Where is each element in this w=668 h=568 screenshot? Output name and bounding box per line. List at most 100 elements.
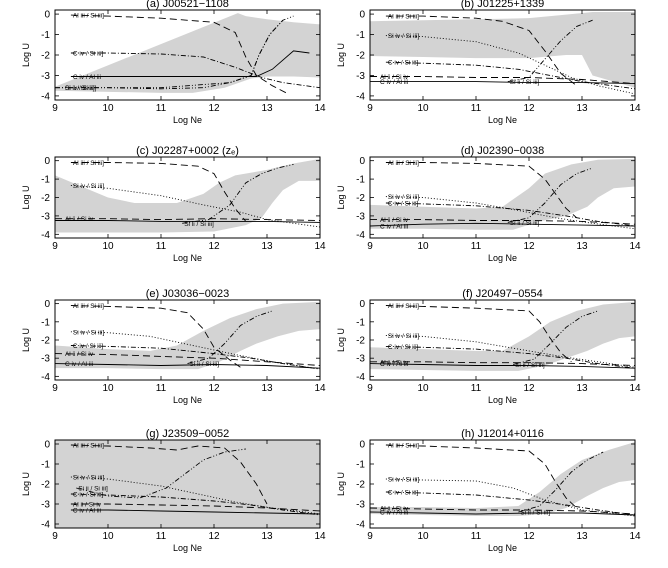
y-tick-label: 0: [359, 299, 365, 310]
x-tick-label: 10: [102, 383, 114, 394]
y-tick-label: -3: [41, 354, 50, 365]
curve-label: C iv / Si iii]: [73, 343, 104, 350]
panel-c: Al iii / Si iii] Si iv / Si iii] Si ii / S…: [21, 145, 326, 263]
y-tick-label: -2: [41, 193, 50, 204]
curve-label: Si ii / Si iii]: [190, 361, 220, 368]
curve-4: [76, 448, 246, 499]
y-axis-label: Log U: [336, 472, 346, 496]
curve-5: [370, 219, 635, 225]
curve-label: Al iii / Si iii]: [73, 13, 104, 20]
y-tick-label: 0: [44, 156, 50, 167]
curve-3: [370, 222, 635, 227]
x-axis-label: Log Ne: [173, 543, 202, 553]
curve-0: [70, 305, 241, 368]
curve-label: Si ii / Si iii]: [184, 221, 214, 228]
curve-0: [70, 444, 268, 505]
curve-label: Al iii / Si iii]: [388, 303, 419, 310]
curve-5: [370, 76, 635, 85]
x-axis-label: Log Ne: [488, 543, 517, 553]
panel-f: Al iii / Si iii] Si iv / Si iii] C iv / Si…: [336, 288, 641, 405]
curve-label: Si ii / Si iii]: [515, 362, 545, 369]
y-axis-label: Log U: [21, 43, 31, 67]
allowed-region: [55, 13, 320, 93]
x-tick-label: 9: [52, 241, 58, 252]
x-tick-label: 12: [523, 531, 535, 542]
curve-label: Si ii / Si iii]: [520, 510, 550, 517]
panel-title: (b) J01225+1339: [461, 0, 544, 10]
curve-0: [70, 14, 289, 95]
curve-0: [70, 162, 247, 222]
y-tick-label: -1: [356, 30, 365, 41]
x-axis-label: Log Ne: [173, 253, 202, 263]
x-tick-label: 12: [523, 103, 535, 114]
curve-0: [385, 444, 578, 509]
x-tick-label: 10: [417, 383, 429, 394]
y-tick-label: -1: [356, 460, 365, 471]
allowed-region: [55, 301, 320, 370]
curve-5: [370, 361, 635, 366]
allowed-region: [370, 442, 635, 516]
curve-label: Al ii / Si iv: [380, 506, 409, 513]
curve-label: C iv / Al iii: [380, 224, 408, 231]
y-tick-label: -1: [356, 175, 365, 186]
curve-5: [370, 507, 635, 515]
x-tick-label: 13: [576, 383, 588, 394]
y-tick-label: -1: [41, 30, 50, 41]
curve-4: [512, 310, 599, 365]
y-tick-label: -2: [356, 51, 365, 62]
allowed-region: [55, 158, 320, 233]
curve-label: C iv / Al iii: [380, 361, 408, 368]
y-axis-label: Log U: [336, 43, 346, 67]
panel-title: (a) J00521−1108: [146, 0, 229, 10]
curve-3: [370, 363, 635, 369]
curve-3: [55, 363, 320, 369]
y-tick-label: -4: [41, 520, 50, 531]
panel-title: (f) J20497−0554: [462, 288, 542, 300]
x-tick-label: 9: [52, 531, 58, 542]
curve-label: C iv / Si iii]: [73, 50, 104, 57]
panel-title: (d) J02390−0038: [461, 145, 544, 157]
curve-label: Si iv / Si iii]: [388, 333, 420, 340]
x-tick-label: 9: [367, 531, 373, 542]
panel-title: (g) J23509−0052: [146, 428, 229, 440]
x-tick-label: 9: [367, 103, 373, 114]
curve-label: Si iv / Si iii]: [65, 85, 97, 92]
curve-label: Si iv / Si iii]: [73, 329, 105, 336]
y-tick-label: -4: [41, 372, 50, 383]
x-tick-label: 13: [576, 103, 588, 114]
x-tick-label: 10: [102, 531, 114, 542]
curve-label: C iv / Si iii]: [73, 492, 104, 499]
y-tick-label: -2: [356, 480, 365, 491]
curve-0: [385, 15, 577, 87]
x-axis-label: Log Ne: [488, 253, 517, 263]
curve-3: [370, 511, 635, 516]
x-tick-label: 13: [261, 383, 273, 394]
curve-2: [385, 202, 635, 227]
curve-label: C iv / Al iii: [73, 74, 101, 81]
x-tick-label: 12: [523, 383, 535, 394]
curve-4: [507, 19, 593, 83]
y-tick-label: -4: [356, 230, 365, 241]
curve-label: Al ii / Si iv: [380, 359, 409, 366]
curve-label: C iv / Si iii]: [388, 490, 419, 497]
curve-5: [70, 503, 320, 512]
x-tick-label: 11: [471, 241, 482, 252]
panel-g: Al iii / Si iii] Si iv / Si iii] C iv / Si…: [21, 428, 326, 553]
x-axis-label: Log Ne: [488, 395, 517, 405]
y-axis-label: Log U: [21, 328, 31, 352]
y-tick-label: -4: [41, 91, 50, 102]
curve-1: [70, 52, 320, 89]
curve-label: Si ii / Si iii]: [78, 486, 108, 493]
y-tick-label: -4: [356, 520, 365, 531]
x-tick-label: 13: [261, 103, 273, 114]
y-tick-label: -2: [356, 193, 365, 204]
panel-title: (h) J12014+0116: [461, 428, 544, 440]
y-tick-label: -2: [41, 51, 50, 62]
curve-label: Si iv / Si iii]: [388, 33, 420, 40]
y-tick-label: -4: [356, 91, 365, 102]
curve-label: Si iv / Si iii]: [73, 475, 105, 482]
curve-4: [55, 19, 284, 89]
curve-0: [385, 162, 577, 219]
curve-label: C iv / Si iii]: [388, 201, 419, 208]
curve-label: Si iv / Si iii]: [73, 183, 105, 190]
